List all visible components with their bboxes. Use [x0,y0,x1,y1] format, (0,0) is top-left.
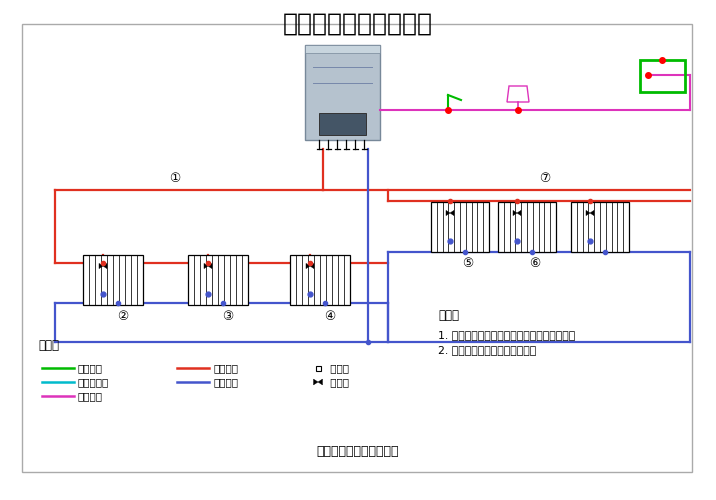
Polygon shape [446,210,450,216]
Bar [319,113,366,135]
Polygon shape [306,264,310,268]
Bar [571,202,629,252]
Text: ①: ① [170,172,180,185]
Bar [290,255,350,305]
Polygon shape [586,210,590,216]
Bar [83,255,143,305]
Text: 卫生热水: 卫生热水 [78,391,103,401]
Text: 调温阀: 调温阀 [327,363,349,373]
Polygon shape [450,210,454,216]
Polygon shape [513,210,517,216]
Polygon shape [310,264,314,268]
Text: ⑦: ⑦ [539,172,551,185]
Text: ②: ② [117,310,129,323]
Bar [305,45,380,140]
Text: 2. 暖气片进水口推荐安装调温阀: 2. 暖气片进水口推荐安装调温阀 [438,345,536,355]
Text: 截止阀: 截止阀 [327,377,349,387]
Text: ④: ④ [324,310,336,323]
Bar [431,202,489,252]
Polygon shape [517,210,521,216]
Text: 双管同程式采暖系统图: 双管同程式采暖系统图 [283,12,433,36]
Bar [188,255,248,305]
Bar [640,60,685,92]
Text: 采暖回水: 采暖回水 [213,377,238,387]
Text: 图例：: 图例： [38,339,59,352]
Text: 燃气进口: 燃气进口 [78,363,103,373]
Text: ③: ③ [223,310,233,323]
Bar [316,366,321,370]
Polygon shape [314,379,318,385]
Text: ⑤: ⑤ [463,257,473,270]
Text: ⑥: ⑥ [529,257,541,270]
Text: 采暖出水: 采暖出水 [213,363,238,373]
Polygon shape [208,264,212,268]
Text: 散热器采暖系统图（一）: 散热器采暖系统图（一） [316,445,400,458]
Polygon shape [99,264,103,268]
Bar [498,202,556,252]
Bar [22,24,692,472]
Bar [305,45,380,53]
Polygon shape [590,210,594,216]
Text: 说明：: 说明： [438,309,459,322]
Polygon shape [318,379,322,385]
Text: 1. 供回水管地下埋设，上供下回双管同程系统: 1. 供回水管地下埋设，上供下回双管同程系统 [438,330,575,340]
Polygon shape [204,264,208,268]
Polygon shape [103,264,107,268]
Text: 自来水进口: 自来水进口 [78,377,110,387]
